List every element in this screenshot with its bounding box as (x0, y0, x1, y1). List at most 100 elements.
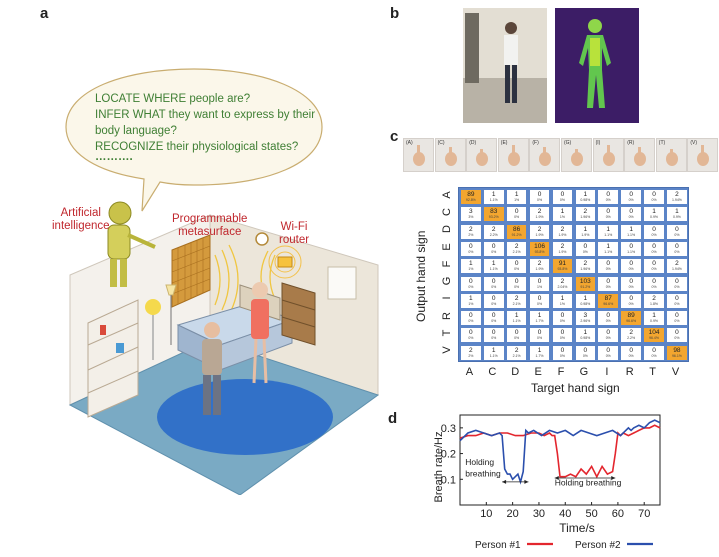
x-tick-label: 70 (638, 508, 650, 520)
matrix-cell-percent: 0% (628, 215, 634, 220)
wifi-router (268, 245, 302, 279)
matrix-cell-percent: 0% (651, 232, 657, 237)
matrix-cell-count: 1 (491, 260, 496, 268)
matrix-cell: 2 2.2% (621, 328, 641, 343)
matrix-cell: 2 2% (461, 224, 481, 239)
matrix-cell-count: 2 (652, 294, 656, 302)
matrix-cell-percent: 0% (605, 284, 611, 289)
row-letter: V (441, 346, 453, 355)
matrix-cell-percent: 0% (537, 301, 543, 306)
matrix-cell-percent: 96.6% (626, 319, 637, 324)
label-wifi-line1: Wi-Fi (280, 221, 308, 233)
matrix-cell-percent: 0% (559, 353, 565, 358)
matrix-cell-percent: 2.96% (580, 319, 591, 324)
matrix-cell-count: 0 (652, 260, 656, 268)
matrix-cell-percent: 0% (605, 267, 611, 272)
matrix-cell-count: 83 (490, 208, 498, 216)
x-tick-label: 20 (507, 508, 519, 520)
matrix-cell: 0 0% (621, 276, 641, 291)
matrix-cell-percent: 93.2% (488, 215, 499, 220)
row-letter: A (441, 190, 453, 199)
matrix-cell: 0 0% (598, 190, 619, 205)
matrix-cell-percent: 3% (468, 215, 474, 220)
matrix-cell-count: 2 (537, 260, 542, 268)
hand-icon (602, 145, 615, 166)
hand-sign-label: (G) (564, 140, 572, 146)
row-letter: C (441, 207, 453, 216)
matrix-cell-count: 2 (583, 208, 588, 216)
chart-ylabel: Breath rate/Hz (433, 432, 445, 503)
matrix-cell: 1 0.9% (667, 207, 687, 222)
matrix-cell: 2 2.1% (506, 241, 527, 256)
matrix-cell-percent: 0% (605, 319, 611, 324)
matrix-cell-count: 98 (673, 346, 681, 354)
matrix-cell-percent: 1% (468, 301, 474, 306)
matrix-cell-count: 2 (583, 260, 588, 268)
hand-sign-label: (R) (627, 140, 635, 146)
hand-icon (476, 149, 489, 166)
matrix-cell: 0 0% (598, 345, 619, 360)
matrix-cell-percent: 0.9% (650, 215, 659, 220)
matrix-cell: 0 1% (529, 276, 550, 291)
row-letter: E (441, 242, 453, 251)
matrix-cell-diagonal: 106 93.8% (529, 241, 550, 256)
matrix-cell: 2 1.9% (529, 224, 550, 239)
matrix-cell-percent: 0% (651, 267, 657, 272)
matrix-cell-percent: 1% (468, 267, 474, 272)
matrix-cell-diagonal: 91 93.8% (552, 259, 573, 274)
person-photo (463, 8, 547, 123)
matrix-cell-percent: 0% (491, 249, 497, 254)
matrix-cell-count: 1 (675, 208, 679, 216)
matrix-cell: 1 0.98% (575, 293, 596, 308)
matrix-cell-count: 3 (583, 312, 588, 320)
matrix-cell-percent: 1% (559, 301, 565, 306)
matrix-cell: 1 1% (552, 293, 573, 308)
matrix-cell-count: 0 (629, 208, 633, 216)
ylabel-output-hand-sign: Output hand sign (414, 230, 428, 322)
matrix-cell: 0 0% (552, 311, 573, 326)
matrix-cell-percent: 0.98% (580, 198, 591, 202)
matrix-cell: 0 0% (598, 207, 619, 222)
matrix-cell-count: 0 (560, 312, 565, 320)
column-letter: D (511, 366, 520, 378)
matrix-cell: 0 0% (529, 190, 550, 205)
matrix-cell: 2 2.1% (506, 345, 527, 360)
matrix-cell-diagonal: 86 91.2% (506, 224, 527, 239)
matrix-cell: 0 1.1% (621, 241, 641, 256)
matrix-cell-count: 0 (675, 294, 679, 302)
matrix-cell: 0 0% (483, 311, 504, 326)
matrix-cell-count: 0 (560, 191, 565, 198)
matrix-cell: 0 0% (506, 207, 527, 222)
matrix-cell-count: 1 (583, 225, 588, 233)
matrix-cell: 0 0% (483, 276, 504, 291)
matrix-cell-percent: 0% (605, 353, 611, 358)
person-standing-left (202, 322, 222, 415)
matrix-cell-percent: 96.4% (649, 336, 659, 341)
matrix-cell-percent: 0% (674, 319, 680, 324)
thermal-image (555, 8, 639, 123)
matrix-cell-count: 91 (558, 260, 567, 268)
matrix-cell-percent: 91.2% (511, 232, 522, 237)
person-standing-right (251, 282, 269, 384)
hand-sign-label: (V) (690, 140, 698, 146)
hand-sign-label: (D) (469, 140, 477, 146)
matrix-cell-percent: 1% (537, 284, 543, 289)
hand-sign-image: (T) (655, 138, 687, 172)
matrix-cell-count: 0 (652, 346, 656, 354)
matrix-cell: 0 0% (667, 293, 687, 308)
column-letter: R (625, 366, 634, 378)
matrix-cell-count: 1 (491, 191, 496, 198)
lamp (145, 284, 177, 360)
matrix-cell: 1 1% (552, 207, 573, 222)
hand-sign-image: (D) (466, 138, 498, 172)
matrix-cell-percent: 0% (674, 249, 680, 254)
matrix-cell: 1 1.1% (483, 259, 504, 274)
matrix-cell: 1 1.1% (598, 224, 619, 239)
matrix-cell: 0 0% (644, 224, 664, 239)
matrix-cell-count: 1 (537, 312, 542, 320)
matrix-cell-count: 0 (675, 277, 679, 285)
annotation-breathing: breathing (465, 469, 501, 479)
hand-sign-label: (I) (595, 140, 601, 146)
matrix-cell-percent: 1.1% (489, 353, 498, 358)
y-tick-label: 0.2 (441, 449, 456, 461)
